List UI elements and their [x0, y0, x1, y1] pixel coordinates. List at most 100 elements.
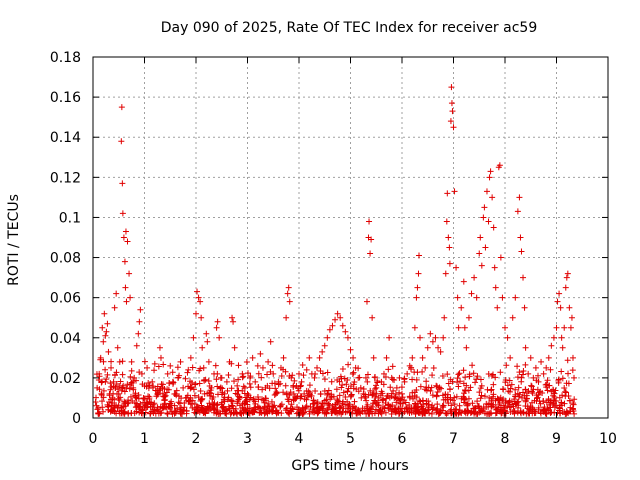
data-point: [370, 389, 377, 396]
data-point: [461, 408, 468, 415]
data-point: [429, 372, 436, 379]
data-point: [498, 406, 505, 413]
data-point: [181, 399, 188, 406]
data-point: [164, 410, 171, 417]
data-point: [278, 373, 285, 380]
data-point: [332, 407, 339, 414]
data-point: [228, 385, 235, 392]
data-point: [509, 401, 516, 408]
data-point: [113, 369, 120, 376]
data-point: [153, 407, 160, 414]
data-point: [502, 324, 508, 331]
data-point: [116, 358, 123, 365]
data-point: [328, 410, 335, 417]
data-point: [255, 370, 262, 377]
data-point: [460, 367, 467, 374]
data-point: [164, 370, 171, 377]
data-point: [333, 386, 340, 393]
data-point: [120, 234, 127, 241]
data-point: [289, 405, 296, 412]
data-point: [124, 238, 131, 245]
data-point: [344, 377, 351, 384]
data-point: [332, 316, 339, 323]
data-point: [433, 392, 440, 399]
data-point: [351, 398, 358, 405]
data-point: [311, 374, 318, 381]
data-point: [324, 334, 331, 341]
data-point: [131, 374, 138, 381]
data-point: [136, 318, 143, 325]
data-point: [373, 390, 380, 397]
data-point: [150, 410, 157, 417]
data-point: [458, 304, 465, 311]
data-point: [348, 392, 355, 399]
data-point: [483, 188, 490, 195]
data-point: [538, 358, 545, 365]
data-point: [490, 381, 497, 388]
data-point: [448, 84, 455, 91]
data-point: [120, 403, 127, 410]
data-point: [496, 162, 503, 169]
data-point: [461, 324, 468, 331]
data-point: [558, 399, 565, 406]
data-point: [476, 403, 483, 410]
data-point: [225, 371, 232, 378]
data-point: [495, 396, 502, 403]
data-point: [246, 408, 253, 415]
data-point: [524, 403, 531, 410]
data-point: [315, 409, 322, 416]
data-point: [313, 405, 320, 412]
data-point: [439, 372, 446, 379]
data-point: [345, 361, 352, 368]
data-point: [535, 372, 542, 379]
data-point: [520, 409, 527, 416]
data-point: [363, 397, 370, 404]
data-point: [169, 369, 176, 376]
data-point: [443, 218, 450, 225]
data-point: [142, 409, 149, 416]
data-point: [102, 332, 109, 339]
data-point: [180, 384, 187, 391]
data-point: [518, 378, 525, 385]
data-point: [477, 376, 484, 383]
data-point: [417, 383, 424, 390]
data-point: [122, 228, 129, 235]
data-point: [128, 379, 135, 386]
data-point: [236, 394, 243, 401]
data-point: [399, 390, 405, 397]
data-point: [478, 392, 485, 399]
data-point: [111, 304, 118, 311]
data-point: [413, 394, 420, 401]
data-point: [288, 374, 295, 381]
data-point: [482, 244, 489, 251]
data-point: [316, 354, 323, 361]
data-point: [401, 378, 408, 385]
data-point: [515, 384, 522, 391]
y-tick-label: 0: [72, 411, 81, 427]
data-point: [516, 194, 523, 201]
data-point: [419, 368, 426, 375]
data-point: [280, 389, 287, 396]
data-point: [205, 358, 212, 365]
data-point: [456, 370, 463, 377]
data-point: [110, 378, 117, 385]
data-point: [174, 374, 181, 381]
data-point: [544, 387, 551, 394]
data-point: [167, 362, 174, 369]
data-point: [464, 401, 471, 408]
data-point: [511, 407, 518, 414]
data-point: [334, 377, 341, 384]
data-point: [389, 376, 396, 383]
data-point: [250, 395, 257, 402]
data-point: [487, 168, 494, 175]
x-tick-label: 1: [140, 431, 149, 447]
data-point: [144, 364, 151, 371]
data-point: [271, 380, 278, 387]
data-point: [119, 180, 126, 187]
data-point: [420, 397, 427, 404]
data-point: [182, 394, 189, 401]
data-point: [245, 392, 252, 399]
data-point: [257, 350, 264, 357]
data-point: [116, 408, 123, 415]
data-point: [559, 375, 566, 382]
